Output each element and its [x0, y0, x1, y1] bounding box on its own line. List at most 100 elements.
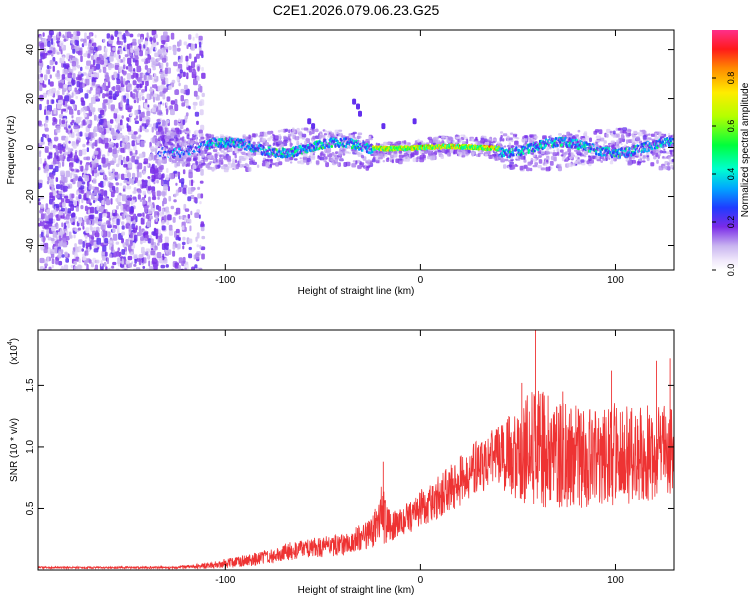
spectrogram-cell [606, 128, 611, 134]
spectrogram-cell [540, 150, 545, 155]
spectrogram-cell [296, 153, 299, 156]
spectrogram-cell [262, 145, 265, 149]
spectrogram-cell [93, 126, 98, 133]
spectrogram-cell [116, 114, 121, 121]
spectrogram-cell [96, 205, 99, 211]
spectrogram-cell [570, 163, 573, 168]
spectrogram-cell [119, 182, 123, 186]
spectrogram-cell [200, 193, 204, 199]
spectrogram-cell [41, 38, 47, 42]
spectrogram-cell [73, 234, 76, 239]
spectrogram-cell [65, 258, 69, 263]
spectrogram-cell [157, 137, 162, 141]
spectrogram-cell [138, 153, 144, 159]
spectrogram-cell [40, 136, 44, 142]
spectrogram-cell [86, 89, 90, 94]
spectrogram-cell [40, 204, 44, 209]
spectrogram-cell [48, 79, 51, 85]
spectrogram-cell [600, 160, 604, 163]
spectrogram-cell [326, 139, 329, 142]
spectrogram-cell [504, 158, 509, 162]
spectrogram-cell [66, 31, 72, 38]
spectrogram-cell [343, 137, 346, 141]
spectrogram-cell [174, 231, 177, 238]
spectrogram-cell [40, 73, 43, 78]
spectrogram-cell [108, 102, 111, 110]
spectrogram-cell [342, 153, 346, 156]
spectrogram-cell [186, 72, 189, 80]
spectrogram-cell [275, 138, 279, 141]
spectrogram-cell [55, 203, 60, 209]
spectrogram-cell [63, 195, 69, 199]
spectrogram-cell [275, 148, 278, 152]
spectrogram-cell [239, 164, 243, 168]
spectrogram-cell [93, 189, 98, 196]
spectrogram-cell [157, 147, 161, 151]
spectrogram-cell [184, 130, 189, 133]
spectrogram-cell [146, 93, 150, 100]
spectrogram-cell [106, 198, 110, 205]
spectrogram-cell [77, 264, 82, 270]
spectrogram-cell [169, 173, 175, 180]
spectrogram-cell [96, 56, 101, 61]
spectrogram-cell [82, 225, 85, 230]
spectrogram-cell [135, 115, 139, 120]
spectrogram-cell [100, 118, 104, 124]
spectrogram-cell [484, 141, 490, 146]
spectrogram-cell [382, 160, 386, 163]
spectrogram-cell [179, 161, 184, 164]
spectrogram-cell [139, 50, 143, 57]
spectrogram-cell [146, 110, 151, 117]
spectrogram-cell [58, 82, 63, 88]
spectrogram-cell [97, 126, 102, 133]
spectrogram-cell [40, 213, 45, 220]
spectrogram-cell [185, 88, 190, 96]
spectrogram-cell [296, 128, 300, 131]
spectrogram-cell [627, 139, 633, 143]
spectrogram-cell [86, 181, 90, 187]
spectrogram-cell [80, 205, 84, 210]
spectrogram-cell [209, 143, 212, 147]
spectrogram-cell [143, 199, 146, 205]
spectrogram-cell [573, 149, 578, 152]
spectrogram-cell [620, 134, 625, 139]
spectrogram-cell [76, 76, 80, 81]
spectrogram-cell [117, 36, 120, 43]
spectrogram-cell [59, 57, 62, 64]
spectrogram-cell [223, 147, 229, 151]
spectrogram-cell [200, 221, 204, 227]
spectrogram-cell [70, 179, 74, 183]
spectrogram-cell [92, 73, 98, 78]
spectrogram-cell [293, 154, 296, 158]
spectrogram-cell [297, 160, 301, 164]
spectrogram-cell [46, 229, 49, 236]
spectrogram-cell [138, 105, 141, 111]
spectrogram-cell [97, 172, 100, 177]
spectrogram-cell [639, 157, 643, 162]
spectrogram-cell [52, 190, 56, 197]
spectrogram-cell [361, 165, 365, 168]
spectrogram-cell [157, 196, 160, 200]
spectrogram-cell [77, 217, 83, 223]
spectrogram-cell [363, 149, 366, 153]
spectrogram-cell [71, 36, 76, 40]
spectrogram-cell [595, 135, 601, 139]
spectrogram-cell [310, 156, 316, 160]
spectrogram-cell [548, 151, 553, 154]
spectrogram-cell [438, 135, 442, 139]
spectrogram-cell [58, 46, 62, 52]
spectrogram-cell [631, 138, 635, 143]
spectrogram-cell [611, 144, 615, 149]
spectrogram-cell [105, 158, 109, 164]
spectrogram-cell [123, 258, 127, 265]
spectrogram-cell [639, 129, 642, 133]
spectrogram-cell [136, 97, 139, 104]
spectrogram-cell [189, 145, 192, 149]
spectrogram-cell [151, 107, 156, 113]
spectrogram-cell [111, 265, 115, 269]
spectrogram-cell [198, 133, 204, 138]
spectrogram-cell [87, 53, 91, 59]
spectrogram-cell [156, 119, 161, 122]
spectrogram-cell [85, 164, 89, 171]
spectrogram-cell [124, 54, 129, 58]
